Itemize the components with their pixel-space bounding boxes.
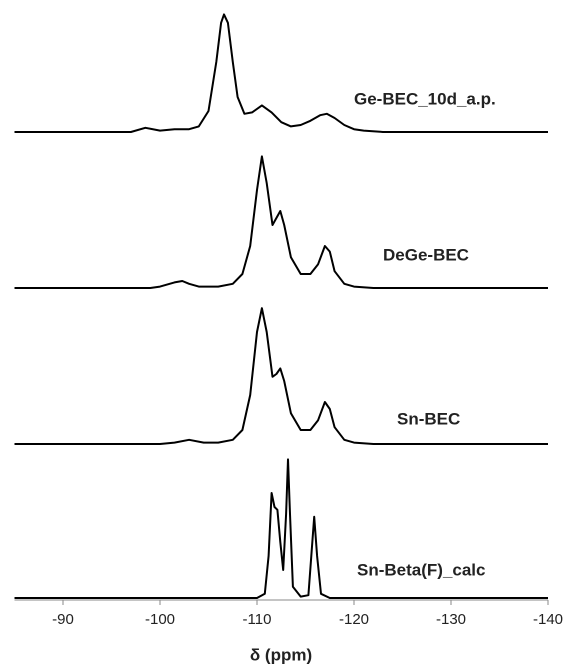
x-axis-label: δ (ppm) — [250, 645, 312, 664]
x-tick-label: -130 — [436, 611, 466, 628]
x-tick-label: -100 — [145, 611, 175, 628]
spectrum-line — [14, 458, 548, 599]
series-label: Sn-BEC — [397, 409, 460, 428]
series-label: DeGe-BEC — [383, 245, 469, 264]
x-tick-label: -90 — [52, 611, 74, 628]
spectrum-line — [14, 155, 548, 289]
spectrum-line — [14, 13, 548, 133]
x-tick-label: -120 — [339, 611, 369, 628]
series-label: Sn-Beta(F)_calc — [357, 560, 485, 579]
x-tick-label: -140 — [533, 611, 563, 628]
spectrum-line — [14, 307, 548, 445]
x-tick-label: -110 — [243, 611, 272, 628]
series-label: Ge-BEC_10d_a.p. — [354, 89, 496, 108]
